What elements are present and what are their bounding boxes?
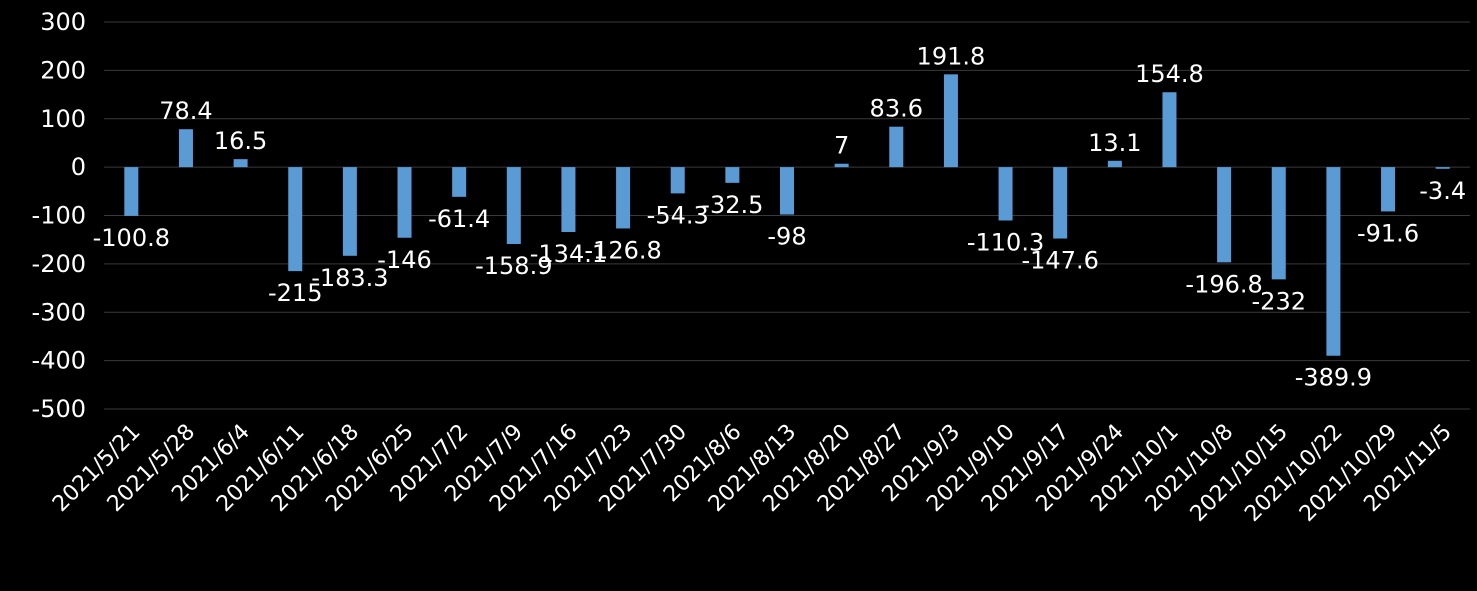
data-label: -183.3 — [311, 264, 388, 292]
bar — [670, 167, 685, 194]
bar — [288, 167, 303, 272]
bar — [725, 167, 740, 183]
data-label: -61.4 — [428, 205, 490, 233]
data-label: -32.5 — [701, 191, 763, 219]
bar — [1435, 167, 1450, 169]
data-label: 16.5 — [214, 127, 267, 155]
data-label: 154.8 — [1135, 60, 1204, 88]
bar — [397, 167, 412, 238]
data-label: -110.3 — [967, 228, 1044, 256]
bar-series — [124, 74, 1450, 356]
data-label: -147.6 — [1022, 247, 1099, 275]
data-label: -232 — [1252, 287, 1306, 315]
y-tick-label: 300 — [40, 8, 86, 36]
data-label: 83.6 — [870, 95, 923, 123]
bar — [178, 129, 193, 168]
data-label: 13.1 — [1088, 129, 1141, 157]
y-tick-label: -400 — [32, 347, 86, 375]
data-label: -126.8 — [584, 236, 661, 264]
bar — [1053, 167, 1068, 239]
y-tick-label: 0 — [71, 153, 86, 181]
data-label: -389.9 — [1295, 364, 1372, 392]
bar — [342, 167, 357, 256]
y-axis: 300 200 100 0 -100 -200 -300 -400 -500 — [32, 8, 86, 423]
data-labels: -100.878.416.5-215-183.3-146-61.4-158.9-… — [93, 42, 1466, 391]
data-label: -98 — [767, 223, 806, 251]
bar — [1381, 167, 1396, 212]
bar — [233, 159, 248, 168]
data-label: -3.4 — [1419, 177, 1466, 205]
bar — [561, 167, 576, 232]
data-label: -146 — [377, 246, 431, 274]
data-label: -215 — [268, 279, 322, 307]
data-label: -196.8 — [1185, 270, 1262, 298]
bar — [124, 167, 139, 216]
bar — [1326, 167, 1341, 356]
data-label: 191.8 — [917, 42, 986, 70]
bar — [1271, 167, 1286, 280]
y-tick-label: -500 — [32, 395, 86, 423]
bar — [1107, 160, 1122, 168]
gridlines — [104, 21, 1470, 410]
data-label: 78.4 — [159, 97, 212, 125]
data-label: -134.1 — [530, 240, 607, 268]
bar — [616, 167, 631, 229]
data-label: 7 — [834, 132, 849, 160]
y-tick-label: 100 — [40, 105, 86, 133]
bar — [943, 74, 958, 168]
y-tick-label: -300 — [32, 298, 86, 326]
bar — [998, 167, 1013, 221]
data-label: -54.3 — [647, 201, 709, 229]
bar — [780, 167, 794, 215]
bar — [506, 167, 521, 244]
data-label: -158.9 — [475, 252, 552, 280]
data-label: -91.6 — [1357, 219, 1419, 247]
data-label: -100.8 — [93, 224, 170, 252]
bar — [889, 126, 904, 168]
bar — [452, 167, 467, 197]
y-tick-label: 200 — [40, 56, 86, 84]
bar — [1162, 92, 1177, 168]
y-tick-label: -100 — [32, 202, 86, 230]
bar — [834, 163, 849, 168]
bar — [1217, 167, 1232, 263]
y-tick-label: -200 — [32, 250, 86, 278]
